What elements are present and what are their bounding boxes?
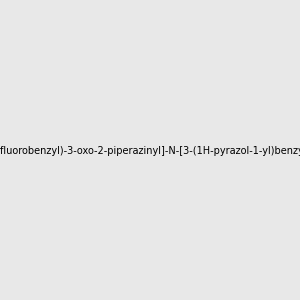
Text: 2-[1-(2,3-difluorobenzyl)-3-oxo-2-piperazinyl]-N-[3-(1H-pyrazol-1-yl)benzyl]acet: 2-[1-(2,3-difluorobenzyl)-3-oxo-2-pipera…: [0, 146, 300, 157]
